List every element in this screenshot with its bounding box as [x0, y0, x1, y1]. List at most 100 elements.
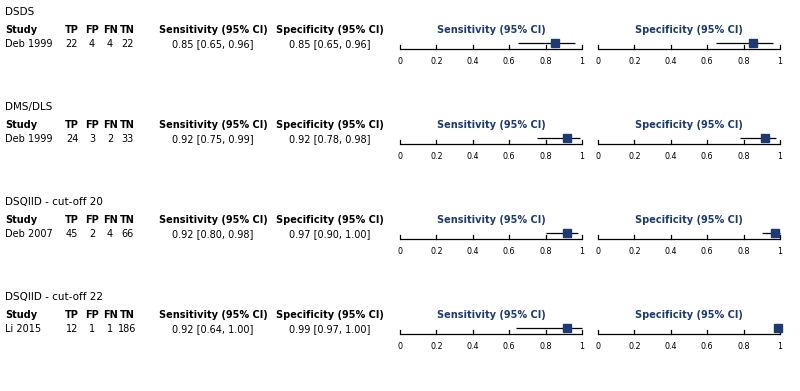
Text: Specificity (95% CI): Specificity (95% CI) — [276, 120, 384, 130]
Text: Specificity (95% CI): Specificity (95% CI) — [635, 215, 743, 225]
Text: 0.8: 0.8 — [539, 152, 552, 161]
Text: 0.8: 0.8 — [539, 247, 552, 256]
Text: 1: 1 — [778, 342, 782, 351]
Text: 12: 12 — [66, 324, 78, 334]
Text: 0.4: 0.4 — [466, 152, 479, 161]
Text: 0: 0 — [398, 57, 402, 66]
Text: 0.2: 0.2 — [628, 152, 641, 161]
Text: 1: 1 — [579, 57, 585, 66]
Text: 186: 186 — [118, 324, 136, 334]
Text: 0.6: 0.6 — [503, 342, 515, 351]
Text: TN: TN — [119, 310, 134, 320]
Text: Sensitivity (95% CI): Sensitivity (95% CI) — [158, 120, 267, 130]
Text: 0.4: 0.4 — [665, 247, 677, 256]
Text: 0.8: 0.8 — [738, 342, 750, 351]
Text: 1: 1 — [579, 152, 585, 161]
Text: 2: 2 — [89, 229, 95, 239]
Text: 0.4: 0.4 — [466, 57, 479, 66]
Text: 0.6: 0.6 — [701, 342, 714, 351]
Text: 0.6: 0.6 — [701, 247, 714, 256]
Text: Sensitivity (95% CI): Sensitivity (95% CI) — [437, 310, 546, 320]
Text: DSQIID - cut-off 22: DSQIID - cut-off 22 — [5, 292, 103, 302]
Text: 0.6: 0.6 — [701, 152, 714, 161]
Text: 0.85 [0.65, 0.96]: 0.85 [0.65, 0.96] — [290, 39, 370, 49]
Text: 1: 1 — [107, 324, 113, 334]
Text: TN: TN — [119, 25, 134, 35]
Text: 0.6: 0.6 — [503, 152, 515, 161]
Text: 22: 22 — [66, 39, 78, 49]
Text: 0.85 [0.65, 0.96]: 0.85 [0.65, 0.96] — [172, 39, 254, 49]
Text: 2: 2 — [107, 134, 113, 144]
Text: 4: 4 — [89, 39, 95, 49]
Text: 0.8: 0.8 — [738, 152, 750, 161]
Text: Deb 2007: Deb 2007 — [5, 229, 53, 239]
Text: 22: 22 — [121, 39, 134, 49]
Text: TP: TP — [65, 25, 79, 35]
Text: 1: 1 — [778, 152, 782, 161]
Text: TN: TN — [119, 120, 134, 130]
Text: 0.2: 0.2 — [430, 57, 442, 66]
Text: 0: 0 — [595, 247, 601, 256]
Text: 0.92 [0.78, 0.98]: 0.92 [0.78, 0.98] — [290, 134, 370, 144]
Text: 0.2: 0.2 — [628, 57, 641, 66]
Text: FP: FP — [85, 120, 99, 130]
Text: 0: 0 — [595, 57, 601, 66]
Text: 0: 0 — [398, 152, 402, 161]
Text: 0.99 [0.97, 1.00]: 0.99 [0.97, 1.00] — [290, 324, 370, 334]
Text: Deb 1999: Deb 1999 — [5, 134, 53, 144]
Text: Specificity (95% CI): Specificity (95% CI) — [276, 25, 384, 35]
Text: Sensitivity (95% CI): Sensitivity (95% CI) — [158, 25, 267, 35]
Text: 0.8: 0.8 — [738, 247, 750, 256]
Text: 0.8: 0.8 — [539, 57, 552, 66]
Text: FP: FP — [85, 310, 99, 320]
Text: FN: FN — [102, 25, 118, 35]
Text: Sensitivity (95% CI): Sensitivity (95% CI) — [437, 215, 546, 225]
Text: 0.92 [0.64, 1.00]: 0.92 [0.64, 1.00] — [172, 324, 254, 334]
Text: Sensitivity (95% CI): Sensitivity (95% CI) — [158, 215, 267, 225]
Text: 1: 1 — [778, 57, 782, 66]
Text: Sensitivity (95% CI): Sensitivity (95% CI) — [437, 25, 546, 35]
Text: 0.4: 0.4 — [665, 342, 677, 351]
Text: 0.8: 0.8 — [738, 57, 750, 66]
Text: 4: 4 — [107, 229, 113, 239]
Text: 0: 0 — [398, 247, 402, 256]
Text: FP: FP — [85, 25, 99, 35]
Text: 0: 0 — [595, 342, 601, 351]
Text: Specificity (95% CI): Specificity (95% CI) — [276, 215, 384, 225]
Text: 0.6: 0.6 — [503, 247, 515, 256]
Text: 4: 4 — [107, 39, 113, 49]
Text: 0.4: 0.4 — [665, 57, 677, 66]
Text: TP: TP — [65, 310, 79, 320]
Text: 0.4: 0.4 — [466, 247, 479, 256]
Text: 0.2: 0.2 — [430, 247, 442, 256]
Text: FN: FN — [102, 215, 118, 225]
Text: DSDS: DSDS — [5, 7, 34, 17]
Text: 1: 1 — [89, 324, 95, 334]
Text: 33: 33 — [121, 134, 133, 144]
Text: 0.97 [0.90, 1.00]: 0.97 [0.90, 1.00] — [290, 229, 370, 239]
Text: 0.2: 0.2 — [430, 152, 442, 161]
Text: 66: 66 — [121, 229, 133, 239]
Text: 0.2: 0.2 — [430, 342, 442, 351]
Text: 1: 1 — [579, 247, 585, 256]
Text: TN: TN — [119, 215, 134, 225]
Text: Specificity (95% CI): Specificity (95% CI) — [635, 310, 743, 320]
Text: FN: FN — [102, 310, 118, 320]
Text: Deb 1999: Deb 1999 — [5, 39, 53, 49]
Text: Study: Study — [5, 215, 37, 225]
Text: Li 2015: Li 2015 — [5, 324, 41, 334]
Text: 3: 3 — [89, 134, 95, 144]
Text: 0: 0 — [398, 342, 402, 351]
Text: 0: 0 — [595, 152, 601, 161]
Text: TP: TP — [65, 120, 79, 130]
Text: FP: FP — [85, 215, 99, 225]
Text: 1: 1 — [579, 342, 585, 351]
Text: 24: 24 — [66, 134, 78, 144]
Text: 0.2: 0.2 — [628, 342, 641, 351]
Text: 0.2: 0.2 — [628, 247, 641, 256]
Text: Sensitivity (95% CI): Sensitivity (95% CI) — [437, 120, 546, 130]
Text: 0.4: 0.4 — [466, 342, 479, 351]
Text: 0.8: 0.8 — [539, 342, 552, 351]
Text: 0.4: 0.4 — [665, 152, 677, 161]
Text: Specificity (95% CI): Specificity (95% CI) — [635, 120, 743, 130]
